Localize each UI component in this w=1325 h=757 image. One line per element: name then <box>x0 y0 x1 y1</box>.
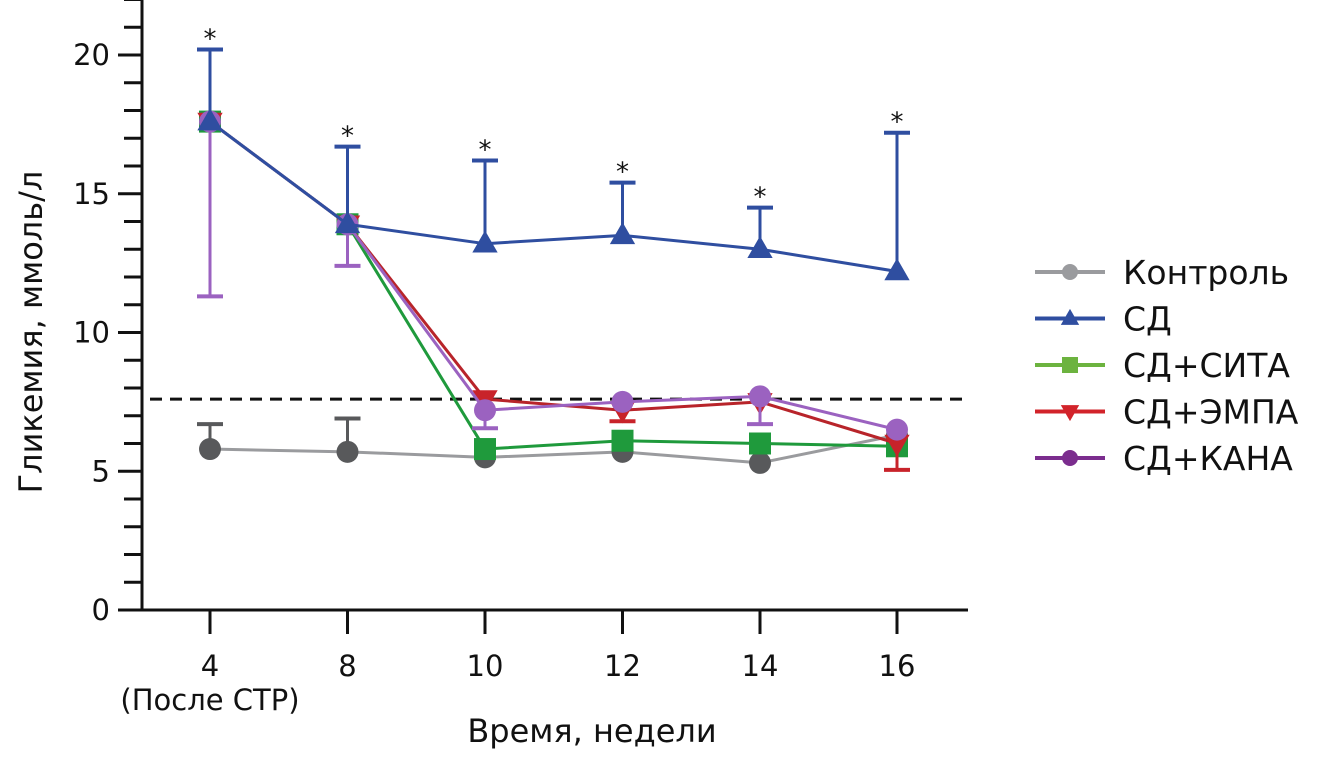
legend-marker-icon <box>1060 308 1080 325</box>
data-point <box>474 399 496 422</box>
y-tick-label: 15 <box>73 177 110 211</box>
series-2 <box>197 47 910 281</box>
x-axis-title: Время, недели <box>467 712 716 750</box>
x-tick-label: 10 <box>467 649 504 683</box>
x-tick-label: 8 <box>338 649 356 683</box>
data-point <box>886 418 908 441</box>
data-point <box>472 230 498 253</box>
legend-marker-icon <box>1060 405 1080 422</box>
legend: Контроль СД СД+СИТА СД+ЭМПА СД+КАНА <box>1035 253 1299 478</box>
legend-item: СД+КАНА <box>1035 439 1293 478</box>
legend-item: СД+ЭМПА <box>1035 393 1299 432</box>
series-5 <box>197 110 908 441</box>
legend-marker-icon <box>1062 357 1078 373</box>
significance-star: * <box>341 122 354 152</box>
y-tick-label: 20 <box>73 38 110 72</box>
series-5-line <box>209 120 898 432</box>
significance-star: * <box>754 183 767 213</box>
legend-label: СД+СИТА <box>1123 346 1290 385</box>
data-point <box>334 211 361 234</box>
data-point <box>611 429 634 452</box>
legend-item: Контроль <box>1035 253 1289 292</box>
y-tick-label: 5 <box>92 454 110 488</box>
data-point <box>747 236 773 259</box>
data-point <box>611 390 634 413</box>
series-2-line <box>209 120 898 273</box>
series-layer <box>197 47 910 474</box>
legend-label: СД+КАНА <box>1123 439 1293 478</box>
series-4-line <box>209 120 898 445</box>
x-tick-label: 12 <box>604 649 641 683</box>
data-point <box>609 222 636 245</box>
y-tick-label: 10 <box>73 316 110 350</box>
x-axis: 4(После СТР) 8 10 12 14 16 <box>118 608 968 717</box>
legend-marker-icon <box>1062 264 1078 280</box>
data-point <box>197 108 223 131</box>
significance-star: * <box>204 24 217 54</box>
data-point <box>474 438 496 461</box>
data-point <box>749 432 771 455</box>
legend-label: СД <box>1123 300 1172 339</box>
legend-label: СД+ЭМПА <box>1123 393 1299 432</box>
legend-marker-icon <box>1062 450 1078 466</box>
significance-star: * <box>616 158 629 188</box>
series-1-line <box>209 433 898 465</box>
y-axis-title: Гликемия, ммоль/л <box>12 171 50 494</box>
data-point <box>749 451 771 474</box>
significance-star: * <box>479 135 492 165</box>
data-point <box>336 440 359 463</box>
data-point <box>884 258 910 281</box>
significance-marks: * * * * * * <box>204 24 904 212</box>
series-4 <box>197 112 910 472</box>
x-tick-sublabel: (После СТР) <box>120 683 299 717</box>
legend-item: СД+СИТА <box>1035 346 1290 385</box>
significance-star: * <box>891 108 904 138</box>
x-tick-label: 16 <box>879 649 916 683</box>
x-tick-label: 4 <box>201 649 219 683</box>
y-tick-label: 0 <box>92 593 110 627</box>
data-point <box>749 385 771 408</box>
data-point <box>199 438 221 461</box>
data-point <box>884 434 910 457</box>
legend-label: Контроль <box>1123 253 1289 292</box>
legend-item: СД <box>1035 300 1172 339</box>
y-axis: 0 5 10 15 20 <box>73 0 144 627</box>
x-tick-label: 14 <box>742 649 779 683</box>
